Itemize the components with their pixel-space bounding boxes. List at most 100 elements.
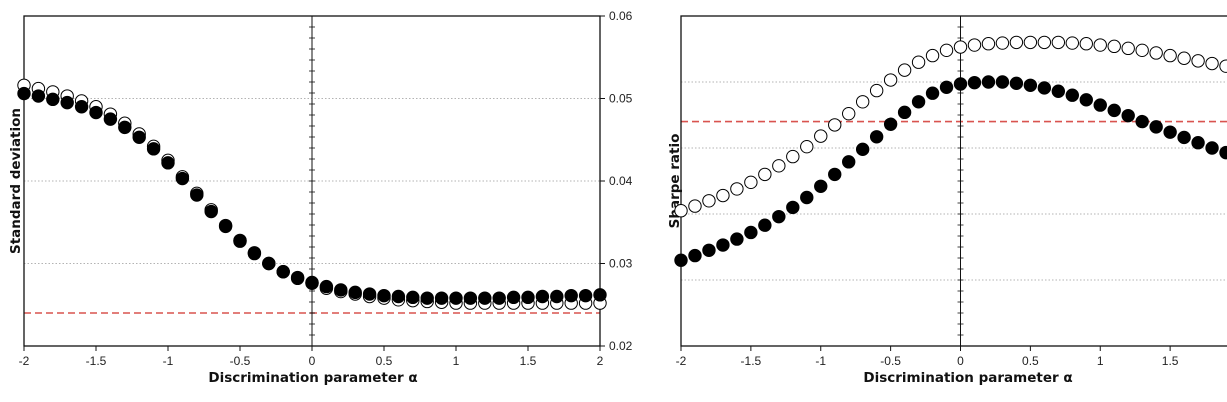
open-circle-point [953, 40, 968, 54]
filled-circle-point [17, 86, 31, 101]
filled-circle-point [578, 288, 593, 303]
filled-circle-point [535, 289, 550, 304]
filled-circle-point [132, 130, 146, 144]
filled-circle-point [262, 256, 276, 271]
x-tick-label: -0.5 [230, 354, 251, 368]
x-tick-label: -0.5 [880, 354, 901, 368]
filled-circle-point [1205, 141, 1219, 155]
filled-circle-point [967, 75, 982, 90]
filled-circle-point [1163, 125, 1177, 139]
filled-circle-point [233, 234, 247, 248]
filled-circle-point [190, 188, 204, 202]
filled-circle-point [118, 120, 132, 135]
y-tick-label: 0.02 [609, 339, 633, 353]
open-circle-point [981, 37, 996, 51]
filled-circle-point [939, 80, 954, 94]
y-tick-label: 0.06 [609, 9, 633, 23]
open-circle-point [1023, 35, 1038, 50]
open-circle-point [995, 36, 1010, 50]
x-tick-label: 2 [597, 354, 604, 368]
filled-circle-point [911, 95, 926, 109]
open-circle-point [1037, 35, 1052, 50]
open-circle-point [1051, 35, 1066, 50]
open-circle-point [925, 48, 940, 63]
filled-circle-point [1009, 76, 1024, 91]
x-tick-label: -1 [163, 354, 174, 368]
filled-circle-point [1037, 81, 1052, 95]
x-tick-label: 0 [957, 354, 964, 368]
open-circle-point [758, 167, 772, 182]
open-circle-point [744, 175, 758, 190]
filled-circle-point [550, 289, 564, 304]
open-circle-point [1177, 51, 1191, 65]
x-tick-label: -2 [19, 354, 30, 368]
open-circle-point [1163, 48, 1177, 63]
filled-circle-point [1107, 103, 1121, 118]
filled-circle-point [1093, 98, 1107, 112]
chart-1: -2 -1.5 -1 -0.5 0 0.5 1 1.5 2 0.02 0.03 0.04 0.05 0.0… [8, 9, 633, 386]
open-circle-point [730, 182, 744, 196]
filled-circle-point [46, 92, 60, 107]
x-tick-label: 1.5 [520, 354, 537, 368]
filled-circle-point [925, 86, 940, 100]
filled-circle-point [995, 75, 1010, 89]
open-circle-point [772, 159, 786, 173]
filled-circle-point [1065, 88, 1080, 102]
open-circle-point [1219, 59, 1227, 73]
x-tick-label: 0 [309, 354, 316, 368]
filled-circle-point [276, 265, 290, 279]
filled-circle-point [786, 200, 800, 215]
filled-circle-point [688, 248, 702, 263]
open-circle-point [688, 199, 702, 213]
open-circle-point [1107, 39, 1121, 54]
filled-circle-point [674, 253, 688, 267]
filled-circle-point [842, 155, 856, 169]
filled-circle-point [103, 112, 118, 126]
filled-circle-point [1051, 84, 1066, 98]
filled-circle-point [1079, 93, 1093, 107]
filled-circle-point [506, 290, 521, 305]
filled-circle-point [377, 288, 391, 303]
filled-circle-point [89, 105, 103, 120]
filled-circle-point [1023, 78, 1038, 93]
filled-circle-point [1135, 114, 1149, 129]
filled-circle-point [1121, 108, 1135, 123]
open-circle-point [883, 73, 898, 87]
y-axis-title: Standard deviation [8, 108, 24, 254]
x-axis-title: Discrimination parameter α [863, 370, 1072, 386]
filled-circle-point [800, 190, 814, 205]
filled-circle-point [564, 288, 578, 303]
filled-circle-point [593, 288, 607, 302]
y-tick-label: 0.03 [609, 257, 633, 271]
x-axis-title: Discrimination parameter α [208, 370, 417, 386]
filled-circle-point [406, 290, 420, 305]
filled-circle-point [319, 279, 334, 294]
x-tick-label: -1.5 [741, 354, 762, 368]
filled-circle-point [420, 291, 434, 305]
filled-circle-point [744, 225, 758, 240]
filled-circle-point [175, 171, 190, 186]
open-circle-point [1121, 41, 1135, 56]
open-circle-point [897, 63, 912, 77]
open-circle-point [800, 139, 814, 154]
filled-circle-point [449, 291, 463, 305]
filled-circle-point [348, 285, 362, 300]
open-circle-point [1009, 35, 1024, 50]
filled-circle-point [855, 142, 870, 157]
filled-circle-point [981, 75, 996, 89]
open-circle-point [674, 204, 688, 218]
open-circle-point [1191, 54, 1205, 68]
open-circle-point [842, 106, 856, 121]
filled-circle-point [362, 287, 377, 301]
plot-frame [680, 15, 1227, 347]
open-circle-point [911, 55, 926, 69]
x-tick-label: 0.5 [1022, 354, 1039, 368]
x-tick-label: 0.5 [376, 354, 393, 368]
x-tick-label: -1.5 [86, 354, 107, 368]
data-points [17, 78, 607, 310]
filled-circle-point [521, 290, 535, 305]
x-tick-label: -1 [815, 354, 826, 368]
filled-circle-point [60, 95, 74, 110]
open-circle-point [814, 129, 828, 143]
